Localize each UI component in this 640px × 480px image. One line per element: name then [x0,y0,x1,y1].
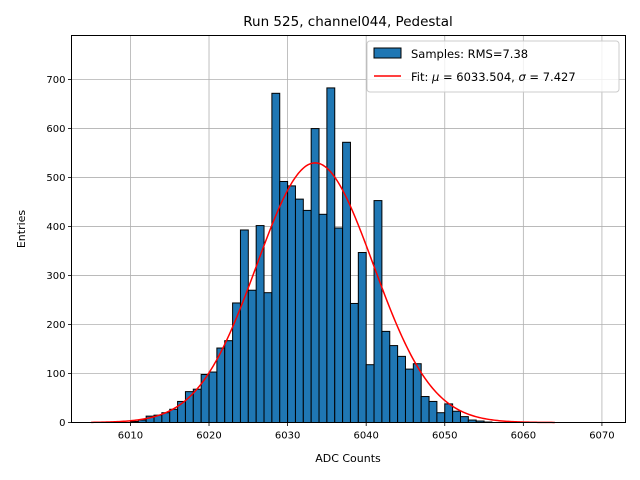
histogram-bar [263,292,273,423]
y-tick-label: 600 [46,124,65,135]
histogram-bar [381,330,391,423]
histogram-bar [192,388,202,423]
fit-curve [91,162,555,424]
histogram-bar [334,227,344,423]
y-axis-label: Entries [15,210,28,249]
histogram-bar [404,368,414,423]
y-tick-label: 300 [46,271,65,282]
x-tick-label: 6040 [353,431,378,442]
fit-prefix: Fit: [411,70,432,84]
y-tick-label: 200 [46,320,65,331]
histogram-bar [310,128,320,423]
histogram-bar [342,141,351,423]
x-tick-label: 6060 [511,431,536,442]
histogram-bar [279,180,289,423]
x-tick-label: 6020 [196,431,221,442]
histogram-bar [239,229,249,423]
legend-label-fit: Fit: μ = 6033.504, σ = 7.427 [411,70,576,84]
y-tick-label: 700 [46,75,65,86]
histogram-bar [247,289,257,424]
histogram-bar [412,363,422,423]
x-tick-label: 6070 [589,431,614,442]
histogram-bar [216,347,226,424]
histogram-bar [287,185,296,423]
legend-box [366,40,620,93]
x-tick-label: 6010 [118,431,143,442]
histogram-bar [428,400,438,424]
histogram-bar [177,400,186,424]
histogram-bar [373,200,383,423]
x-axis-label: ADC Counts [315,452,381,465]
legend-swatch-samples [373,47,402,59]
histogram-bar [365,364,375,424]
histogram-bar [294,198,304,423]
y-tick-label: 0 [59,418,65,429]
legend-label-samples: Samples: RMS=7.38 [411,47,528,61]
chart-title: Run 525, channel044, Pedestal [243,14,453,30]
legend: Samples: RMS=7.38 Fit: μ = 6033.504, σ =… [366,40,620,93]
y-axis-ticks: 0 100 200 300 400 500 600 700 [46,75,72,429]
y-tick-label: 400 [46,222,65,233]
histogram-bar [271,92,281,424]
histogram-bar [318,213,328,423]
fit-mu-symbol: μ [431,70,439,84]
histogram-bar [326,87,336,424]
y-tick-label: 500 [46,173,65,184]
x-tick-label: 6050 [432,431,457,442]
histogram-bar [302,209,312,423]
fit-mu-text: = 6033.504, [439,70,518,84]
histogram-bar [232,302,241,423]
plot-frame [71,35,626,423]
histogram-bar [459,416,469,424]
y-tick-label: 100 [46,369,65,380]
histogram-bar [349,302,359,423]
histogram-bar [389,345,399,423]
histogram-bar [444,403,454,423]
histogram-bar [452,410,461,423]
histogram-bar [208,371,218,423]
histogram-bar [436,412,446,424]
x-tick-label: 6030 [275,431,300,442]
histogram-bar [224,340,234,423]
fit-sigma-symbol: σ [518,70,526,84]
x-axis-ticks: 6010 6020 6030 6040 6050 6060 6070 [118,422,615,442]
fit-sigma-text: = 7.427 [526,70,576,84]
histogram-bar [357,252,367,423]
histogram-bar [420,396,430,424]
histogram-bars [129,87,493,424]
histogram-bar [397,355,406,424]
histogram-bar [169,408,179,423]
